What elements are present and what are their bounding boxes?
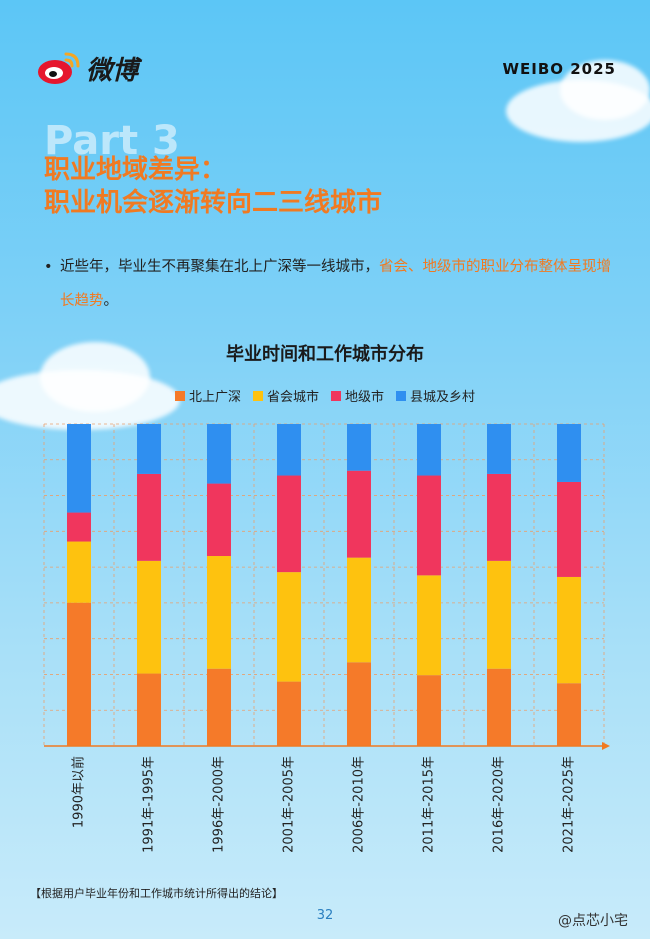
x-tick-label: 2016年-2020年	[492, 756, 507, 853]
brand-badge: WEIBO 2025	[502, 60, 616, 78]
bar-segment-6-2	[487, 473, 511, 561]
bar-segment-6-1	[487, 560, 511, 669]
footnote: 【根据用户毕业年份和工作城市统计所得出的结论】	[30, 887, 283, 900]
chart-legend: 北上广深 省会城市 地级市 县城及乡村	[0, 386, 650, 405]
bar-segment-4-3	[347, 424, 371, 471]
legend-swatch-county	[396, 390, 407, 401]
bar-segment-5-2	[417, 475, 441, 576]
x-tick-label: 1991年-1995年	[142, 756, 157, 853]
page-title: 职业地域差异： 职业机会逐渐转向二三线城市	[44, 154, 382, 220]
bar-segment-4-0	[347, 662, 371, 746]
bar-segment-4-2	[347, 470, 371, 558]
x-tick-label: 2006年-2010年	[352, 756, 367, 853]
bar-segment-7-1	[557, 576, 581, 684]
title-line-1: 职业地域差异：	[44, 155, 227, 185]
stacked-bar-chart: 1990年以前 1991年-1995年 1996年-2000年 2001年-2005年…	[43, 423, 610, 853]
legend-label-capital: 省会城市	[266, 390, 319, 405]
legend-swatch-prefecture	[331, 390, 341, 401]
bullet-text-end: 。	[103, 293, 119, 309]
x-tick-label: 1996年-2000年	[212, 756, 227, 853]
brand-name: 微博	[86, 55, 139, 86]
weibo-logo: 微博	[36, 48, 138, 88]
bar-segment-7-0	[557, 683, 581, 746]
bar-segment-1-1	[137, 560, 161, 674]
legend-item-tier1: 北上广深	[174, 386, 241, 405]
chart-title: 毕业时间和工作城市分布	[226, 344, 424, 365]
x-axis-arrow	[602, 742, 610, 750]
title-line-2: 职业机会逐渐转向二三线城市	[44, 188, 383, 218]
bar-segment-6-3	[487, 424, 511, 474]
x-tick-label: 2011年-2015年	[422, 756, 437, 853]
bullet-text: 近些年，毕业生不再聚集在北上广深等一线城市，省会、地级市的职业分布整体呈现增长趋…	[60, 250, 624, 318]
bar-segment-5-0	[417, 675, 441, 746]
bar-segment-3-2	[277, 475, 301, 573]
legend-item-capital: 省会城市	[252, 386, 319, 405]
bar-segment-6-0	[487, 668, 511, 746]
bar-segment-2-2	[207, 483, 231, 557]
bar-segment-3-1	[277, 572, 301, 682]
legend-label-prefecture: 地级市	[345, 390, 385, 405]
bar-segment-2-0	[207, 668, 231, 746]
bar-segment-1-0	[137, 673, 161, 746]
bar-segment-5-1	[417, 575, 441, 676]
bullet-dot: •	[44, 259, 53, 275]
x-tick-label: 2001年-2005年	[282, 756, 297, 853]
bullet-text-highlight: 省会、地级市的职业分布整体呈现增长趋势	[60, 259, 611, 309]
watermark: @点芯小宅	[558, 913, 628, 929]
x-tick-label: 2021年-2025年	[562, 756, 577, 853]
legend-label-tier1: 北上广深	[188, 390, 241, 405]
legend-swatch-capital	[252, 390, 263, 401]
weibo-eye-icon	[38, 52, 80, 84]
bar-segment-7-3	[557, 424, 581, 482]
cloud-top-right-puff	[560, 60, 650, 120]
bar-segment-0-3	[67, 424, 91, 513]
legend-label-county: 县城及乡村	[410, 390, 476, 405]
bar-segment-3-0	[277, 681, 301, 746]
bar-segment-0-0	[67, 602, 91, 746]
bar-segment-5-3	[417, 424, 441, 476]
bar-segment-1-2	[137, 473, 161, 561]
bullet-point: • 近些年，毕业生不再聚集在北上广深等一线城市，省会、地级市的职业分布整体呈现增…	[44, 250, 624, 318]
bar-segment-0-2	[67, 512, 91, 542]
bar-segment-4-1	[347, 557, 371, 663]
part-label: Part 3	[44, 118, 180, 164]
bar-segment-1-3	[137, 424, 161, 474]
bar-segment-7-2	[557, 481, 581, 577]
page-number: 32	[316, 908, 334, 923]
bar-segment-2-3	[207, 424, 231, 484]
legend-item-county: 县城及乡村	[396, 386, 475, 405]
legend-swatch-tier1	[174, 390, 185, 401]
cloud-left-puff	[40, 342, 150, 412]
legend-item-prefecture: 地级市	[331, 386, 384, 405]
bar-segment-3-3	[277, 424, 301, 476]
bullet-text-plain: 近些年，毕业生不再聚集在北上广深等一线城市，	[60, 259, 379, 275]
bar-segment-2-1	[207, 556, 231, 669]
x-tick-label: 1990年以前	[71, 756, 87, 828]
bar-segment-0-1	[67, 541, 91, 603]
